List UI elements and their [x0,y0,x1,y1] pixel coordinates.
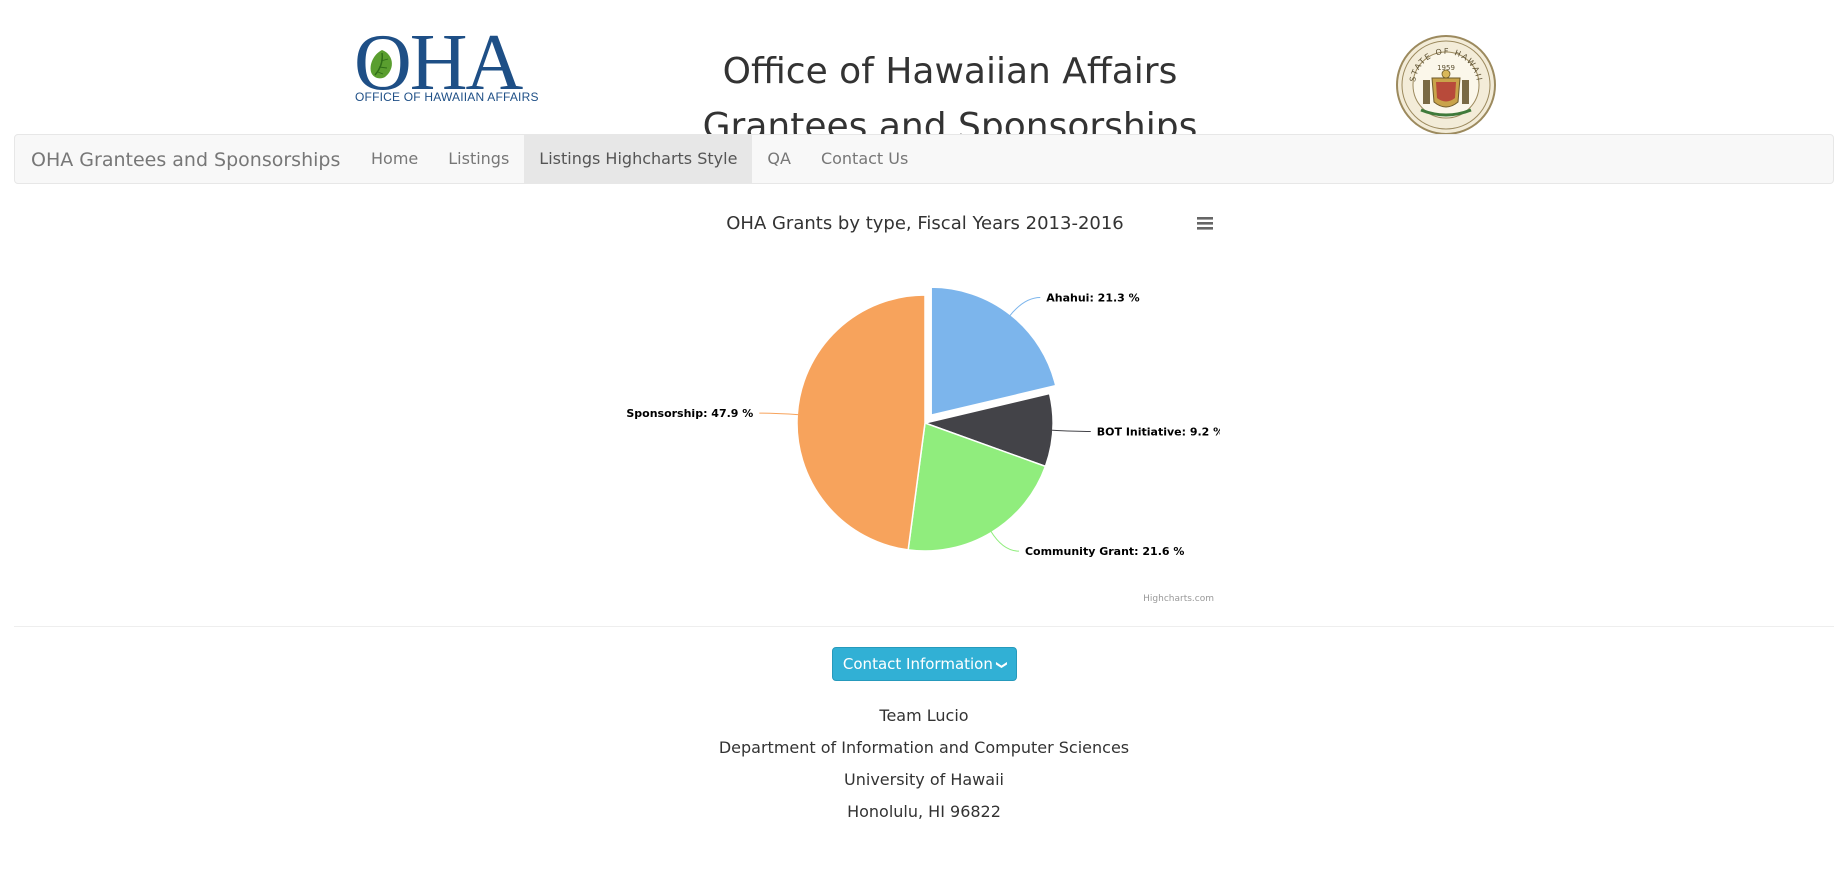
nav-menu: Home Listings Listings Highcharts Style … [356,135,923,183]
main-navbar: OHA Grantees and Sponsorships Home Listi… [14,134,1834,184]
pie-data-label: Sponsorship: 47.9 % [626,407,753,420]
pie-data-label: Ahahui: 21.3 % [1046,292,1139,305]
pie-data-label: BOT Initiative: 9.2 % [1097,425,1220,438]
pie-chart: OHA Grants by type, Fiscal Years 2013-20… [626,212,1220,604]
contact-university: University of Hawaii [844,770,1004,789]
nav-item-contact-us[interactable]: Contact Us [820,149,909,168]
section-divider [14,626,1834,627]
seal-year: 1959 [1437,64,1455,72]
page-title-line-1: Office of Hawaiian Affairs [722,51,1178,92]
pie-label-connector [990,530,1019,552]
pie-label-connector [1008,297,1041,317]
taro-leaf-icon [370,50,392,79]
pie-chart-container: OHA Grants by type, Fiscal Years 2013-20… [620,196,1220,606]
nav-item-listings[interactable]: Listings [448,149,510,168]
oha-logo-subtitle: OFFICE OF HAWAIIAN AFFAIRS [355,90,539,104]
pie-label-connector [759,412,800,416]
chevron-down-icon: ❯ [995,660,1009,670]
pie-data-labels: Ahahui: 21.3 % BOT Initiative: 9.2 % Commu… [626,292,1220,559]
contact-information-label: Contact Information [842,655,993,673]
contact-information-button[interactable]: Contact Information ❯ [832,647,1017,681]
contact-address: Honolulu, HI 96822 [847,802,1001,821]
chart-title: OHA Grants by type, Fiscal Years 2013-20… [726,213,1124,234]
highcharts-credits[interactable]: Highcharts.com [1143,594,1214,604]
contact-department: Department of Information and Computer S… [718,738,1130,757]
navbar-brand[interactable]: OHA Grantees and Sponsorships [31,149,341,171]
nav-item-qa[interactable]: QA [767,149,791,168]
nav-item-listings-highcharts-style[interactable]: Listings Highcharts Style [524,135,753,183]
pie-slices [796,286,1057,552]
pie-label-connector [1050,429,1091,432]
nav-item-home[interactable]: Home [371,149,419,168]
contact-details: Team Lucio Department of Information and… [624,700,1224,828]
pie-data-label: Community Grant: 21.6 % [1025,545,1184,558]
pie-label-connectors [759,297,1091,552]
page-header: OHA OFFICE OF HAWAIIAN AFFAIRS Office of… [0,0,1848,147]
oha-logo[interactable]: OHA OFFICE OF HAWAIIAN AFFAIRS [354,23,539,106]
state-seal-icon: STATE OF HAWAII 1959 [1396,35,1496,135]
pie-slice-sponsorship[interactable] [796,294,926,551]
chart-menu-hamburger-icon[interactable] [1193,212,1217,234]
contact-team: Team Lucio [879,706,969,725]
